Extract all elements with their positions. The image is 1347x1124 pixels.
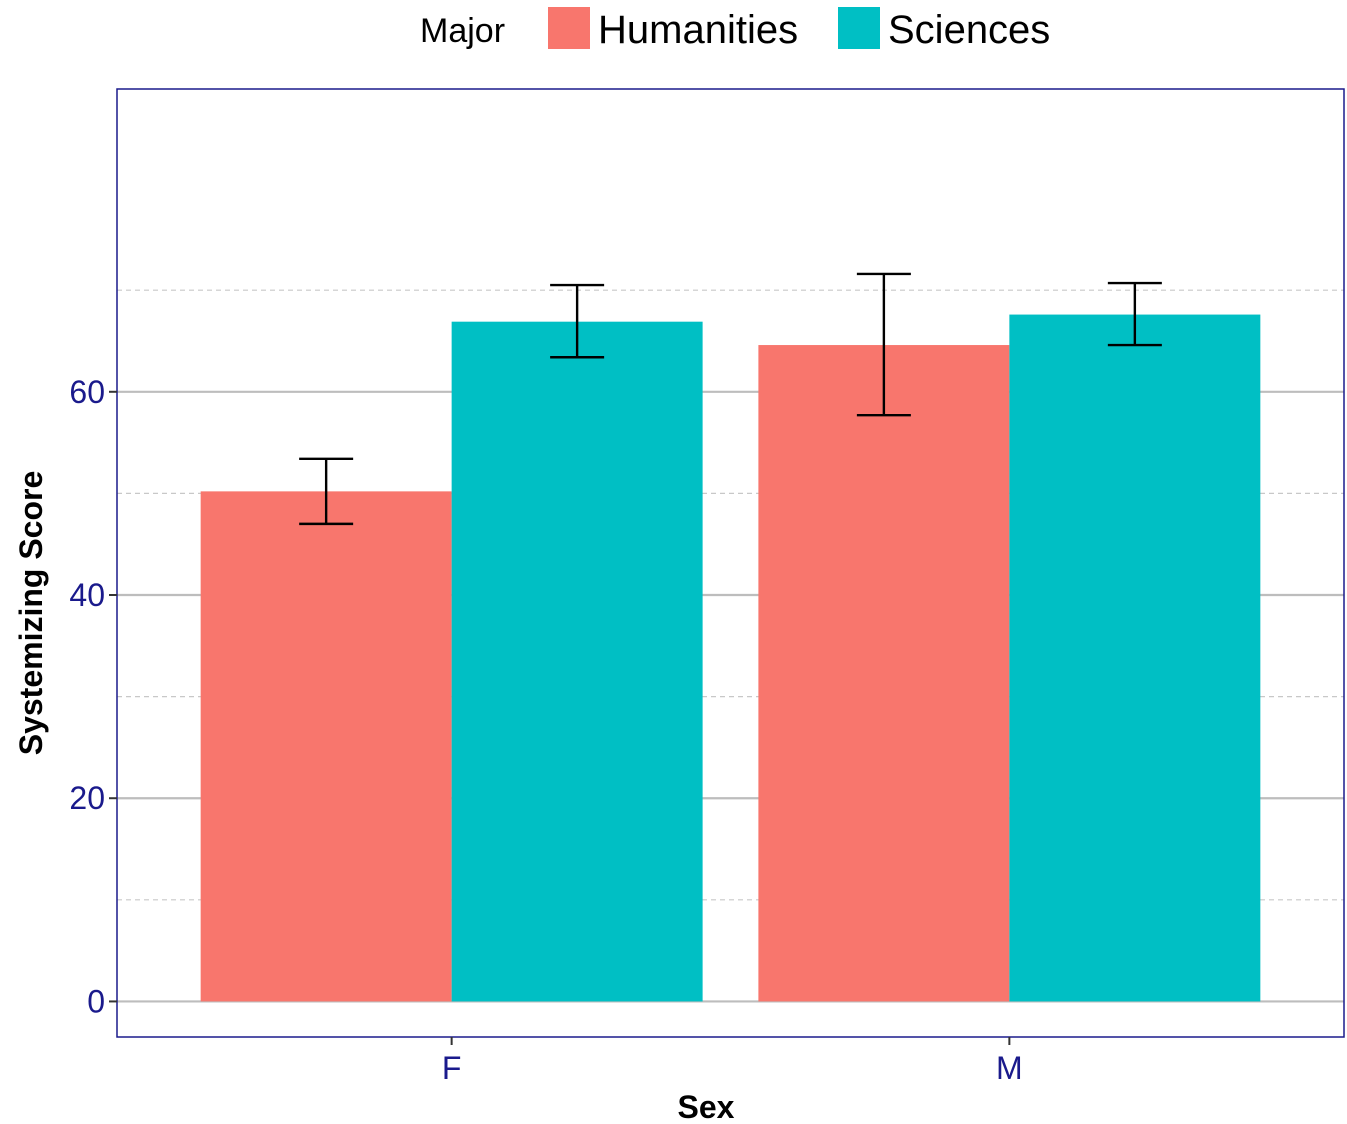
y-axis-title: Systemizing Score bbox=[13, 471, 49, 756]
x-tick-label: F bbox=[442, 1050, 462, 1086]
legend-label-humanities: Humanities bbox=[598, 8, 798, 52]
y-tick-label: 0 bbox=[87, 983, 105, 1019]
bar-humanities-f bbox=[200, 491, 452, 1002]
y-tick-label: 40 bbox=[69, 577, 105, 613]
y-tick-label: 20 bbox=[69, 780, 105, 816]
y-tick-label: 60 bbox=[69, 374, 105, 410]
x-tick-label: M bbox=[996, 1050, 1023, 1086]
panel-border bbox=[116, 88, 1345, 1038]
x-axis-title: Sex bbox=[678, 1089, 735, 1124]
legend-label-sciences: Sciences bbox=[888, 8, 1050, 52]
bar-sciences-f bbox=[451, 321, 703, 1002]
bar-sciences-m bbox=[1009, 314, 1261, 1002]
legend-key-humanities bbox=[548, 7, 590, 49]
legend-key-sciences bbox=[838, 7, 880, 49]
y-axis: 0 20 40 60 bbox=[69, 374, 117, 1019]
error-bars bbox=[299, 272, 1162, 526]
bar-humanities-m bbox=[758, 345, 1010, 1002]
error-bar-sciences-f bbox=[550, 283, 605, 359]
error-bar-humanities-m bbox=[856, 272, 911, 417]
legend-title: Major bbox=[420, 12, 505, 50]
error-bar-humanities-f bbox=[299, 457, 354, 526]
bars bbox=[200, 314, 1261, 1002]
legend: Major Humanities Sciences bbox=[420, 7, 1050, 52]
error-bar-sciences-m bbox=[1107, 281, 1162, 347]
